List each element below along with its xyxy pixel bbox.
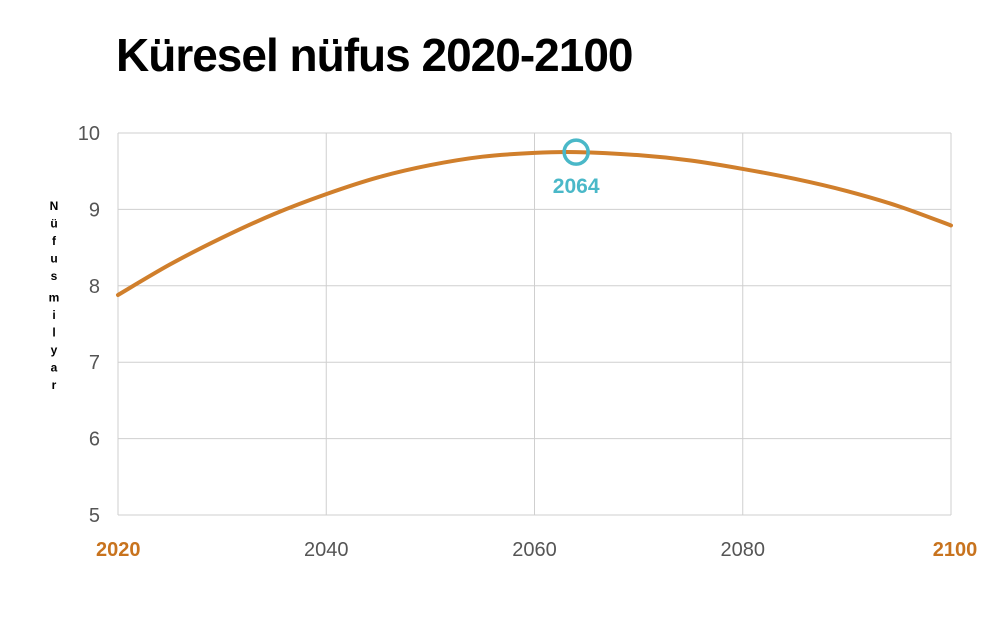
peak-marker <box>562 138 590 166</box>
y-axis-label-char: f <box>52 234 57 248</box>
y-axis-label-char: m <box>49 291 60 305</box>
annotations: 2064 <box>553 138 600 198</box>
x-tick-label-2060: 2060 <box>512 539 557 561</box>
x-tick-label-2080: 2080 <box>721 539 766 561</box>
y-tick-label-10: 10 <box>78 123 100 145</box>
series <box>116 149 953 297</box>
y-axis-label-char: i <box>52 308 55 322</box>
x-tick-label-2040: 2040 <box>304 539 349 561</box>
y-axis-label-char: r <box>52 378 57 392</box>
y-axis-label-char: s <box>51 269 58 283</box>
y-tick-label-5: 5 <box>89 505 100 527</box>
peak-label: 2064 <box>553 175 600 198</box>
chart-title: Küresel nüfus 2020-2100 <box>116 29 633 81</box>
series-line-0 <box>116 149 953 297</box>
y-tick-label-7: 7 <box>89 352 100 374</box>
y-axis-label-char: N <box>50 199 59 213</box>
y-axis-label-char: y <box>51 343 58 357</box>
y-axis-label-char: ü <box>50 217 57 231</box>
y-axis-label-char: l <box>52 326 55 340</box>
y-axis-ticks: 5 6 7 8 9 10 <box>78 123 100 527</box>
x-tick-label-2100: 2100 <box>933 539 978 561</box>
x-axis-ticks: 2020 2040 2060 2080 2100 <box>96 539 977 561</box>
grid <box>117 132 952 516</box>
y-axis-label-char: a <box>51 361 58 375</box>
x-tick-label-2020: 2020 <box>96 539 141 561</box>
y-tick-label-6: 6 <box>89 429 100 451</box>
y-tick-label-9: 9 <box>89 199 100 221</box>
y-tick-label-8: 8 <box>89 276 100 298</box>
y-axis-label-char: u <box>50 252 57 266</box>
